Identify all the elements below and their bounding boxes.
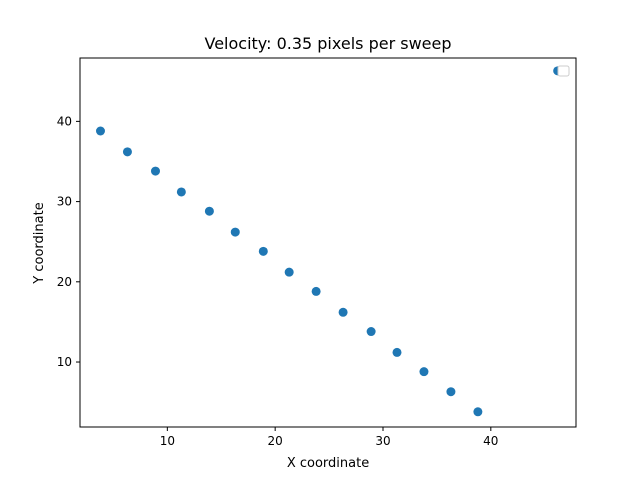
scatter-point [95, 126, 105, 136]
legend-box [557, 65, 570, 77]
y-tick-label: 30 [57, 195, 72, 209]
scatter-point [258, 246, 268, 256]
scatter-point [122, 147, 132, 157]
x-tick-label: 10 [160, 434, 175, 448]
scatter-point [204, 206, 214, 216]
scatter-point [176, 187, 186, 197]
scatter-point [311, 286, 321, 296]
scatter-point [419, 367, 429, 377]
scatter-point [446, 387, 456, 397]
scatter-point [150, 166, 160, 176]
scatter-point [473, 407, 483, 417]
x-tick-label: 40 [483, 434, 498, 448]
axis-ticks: 10 20 30 40 10 20 30 40 [57, 114, 499, 448]
y-tick-label: 10 [57, 355, 72, 369]
y-axis-label: Y coordinate [32, 202, 47, 284]
scatter-point [338, 307, 348, 317]
scatter-point [230, 227, 240, 237]
chart-title: Velocity: 0.35 pixels per sweep [204, 34, 451, 53]
x-tick-label: 20 [268, 434, 283, 448]
x-axis-label: X coordinate [287, 456, 369, 471]
x-tick-label: 30 [375, 434, 390, 448]
plot-frame [79, 57, 577, 428]
scatter-point [392, 347, 402, 357]
scatter-point [284, 267, 294, 277]
scatter-point [366, 327, 376, 337]
data-points [95, 66, 563, 417]
y-tick-label: 40 [57, 114, 72, 128]
y-tick-label: 20 [57, 275, 72, 289]
